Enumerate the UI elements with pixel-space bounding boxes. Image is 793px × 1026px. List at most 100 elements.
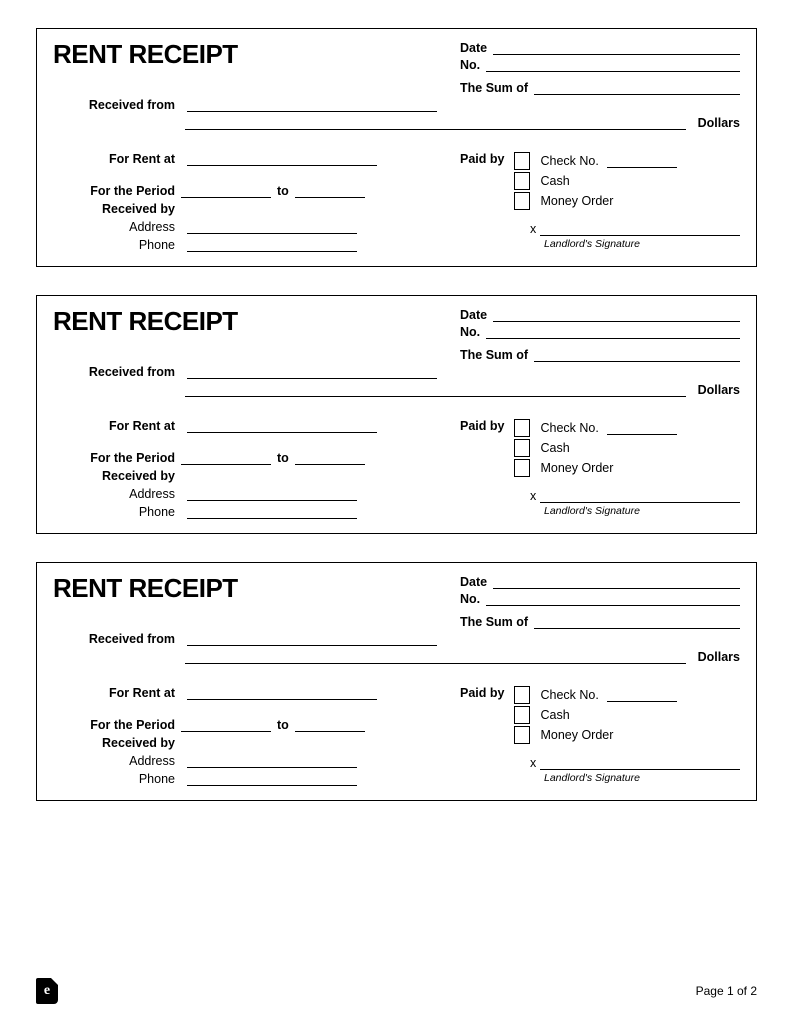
checkbox-money-order[interactable] [514,726,530,744]
received-from-field[interactable] [187,632,437,646]
address-label: Address [53,487,181,501]
paid-by-label: Paid by [460,418,504,433]
signature-label: Landlord's Signature [530,238,740,250]
rent-receipt-1: RENT RECEIPT Date No. The Sum of Receive… [36,28,757,267]
checkbox-check[interactable] [514,152,530,170]
dollars-label: Dollars [698,383,740,397]
checkbox-money-order[interactable] [514,192,530,210]
phone-field[interactable] [187,238,357,252]
for-rent-at-field[interactable] [187,152,377,166]
for-rent-at-field[interactable] [187,686,377,700]
cash-label: Cash [540,708,569,722]
date-field[interactable] [493,41,740,55]
date-label: Date [460,575,487,589]
received-by-label: Received by [53,736,181,750]
paid-by-block: Paid by Check No. Cash Money Order [460,418,740,478]
rent-receipt-2: RENT RECEIPT Date No. The Sum of Receive… [36,295,757,534]
period-to-field[interactable] [295,718,365,732]
paid-by-block: Paid by Check No. Cash Money Order [460,151,740,211]
for-rent-at-label: For Rent at [53,686,181,700]
sum-of-field[interactable] [534,81,740,95]
signature-x: x [530,756,536,770]
received-from-label: Received from [53,98,181,112]
address-field[interactable] [187,487,357,501]
signature-block: x Landlord's Signature [530,222,740,250]
sum-of-field[interactable] [534,348,740,362]
no-field[interactable] [486,58,740,72]
sum-of-row: The Sum of [460,348,740,362]
check-no-field[interactable] [607,421,677,435]
header-right: Date No. [460,41,740,75]
checkbox-money-order[interactable] [514,459,530,477]
period-to-field[interactable] [295,451,365,465]
header-right: Date No. [460,575,740,609]
period-to-field[interactable] [295,184,365,198]
no-field[interactable] [486,325,740,339]
sum-of-field[interactable] [534,615,740,629]
rent-receipt-3: RENT RECEIPT Date No. The Sum of Receive… [36,562,757,801]
signature-block: x Landlord's Signature [530,489,740,517]
for-rent-at-label: For Rent at [53,419,181,433]
logo-icon: e [36,978,58,1004]
checkbox-cash[interactable] [514,706,530,724]
check-no-label: Check No. [540,688,598,702]
signature-x: x [530,222,536,236]
logo-text: e [44,983,50,999]
checkbox-cash[interactable] [514,439,530,457]
for-rent-at-field[interactable] [187,419,377,433]
check-no-field[interactable] [607,688,677,702]
to-label: to [277,718,289,732]
received-by-label: Received by [53,469,181,483]
phone-label: Phone [53,505,181,519]
check-no-label: Check No. [540,154,598,168]
received-by-label: Received by [53,202,181,216]
address-label: Address [53,754,181,768]
checkbox-check[interactable] [514,419,530,437]
paid-by-label: Paid by [460,685,504,700]
date-field[interactable] [493,308,740,322]
no-label: No. [460,592,480,606]
signature-field[interactable] [540,222,740,236]
received-from-label: Received from [53,365,181,379]
to-label: to [277,184,289,198]
page-footer: e Page 1 of 2 [36,978,757,1004]
date-label: Date [460,41,487,55]
period-from-field[interactable] [181,451,271,465]
dollars-label: Dollars [698,650,740,664]
received-from-field[interactable] [187,98,437,112]
dollars-label: Dollars [698,116,740,130]
sum-line-field[interactable] [185,116,686,130]
address-field[interactable] [187,754,357,768]
signature-label: Landlord's Signature [530,505,740,517]
check-no-field[interactable] [607,154,677,168]
phone-field[interactable] [187,505,357,519]
sum-line-field[interactable] [185,383,686,397]
date-label: Date [460,308,487,322]
received-from-field[interactable] [187,365,437,379]
period-from-field[interactable] [181,184,271,198]
period-from-field[interactable] [181,718,271,732]
checkbox-cash[interactable] [514,172,530,190]
no-label: No. [460,58,480,72]
sum-of-row: The Sum of [460,615,740,629]
money-order-label: Money Order [540,194,613,208]
no-label: No. [460,325,480,339]
phone-field[interactable] [187,772,357,786]
for-period-label: For the Period [53,184,181,198]
checkbox-check[interactable] [514,686,530,704]
for-rent-at-label: For Rent at [53,152,181,166]
signature-field[interactable] [540,489,740,503]
sum-of-label: The Sum of [460,615,528,629]
address-label: Address [53,220,181,234]
to-label: to [277,451,289,465]
date-field[interactable] [493,575,740,589]
no-field[interactable] [486,592,740,606]
sum-line-field[interactable] [185,650,686,664]
cash-label: Cash [540,174,569,188]
signature-x: x [530,489,536,503]
signature-field[interactable] [540,756,740,770]
sum-of-row: The Sum of [460,81,740,95]
signature-block: x Landlord's Signature [530,756,740,784]
for-period-label: For the Period [53,718,181,732]
address-field[interactable] [187,220,357,234]
